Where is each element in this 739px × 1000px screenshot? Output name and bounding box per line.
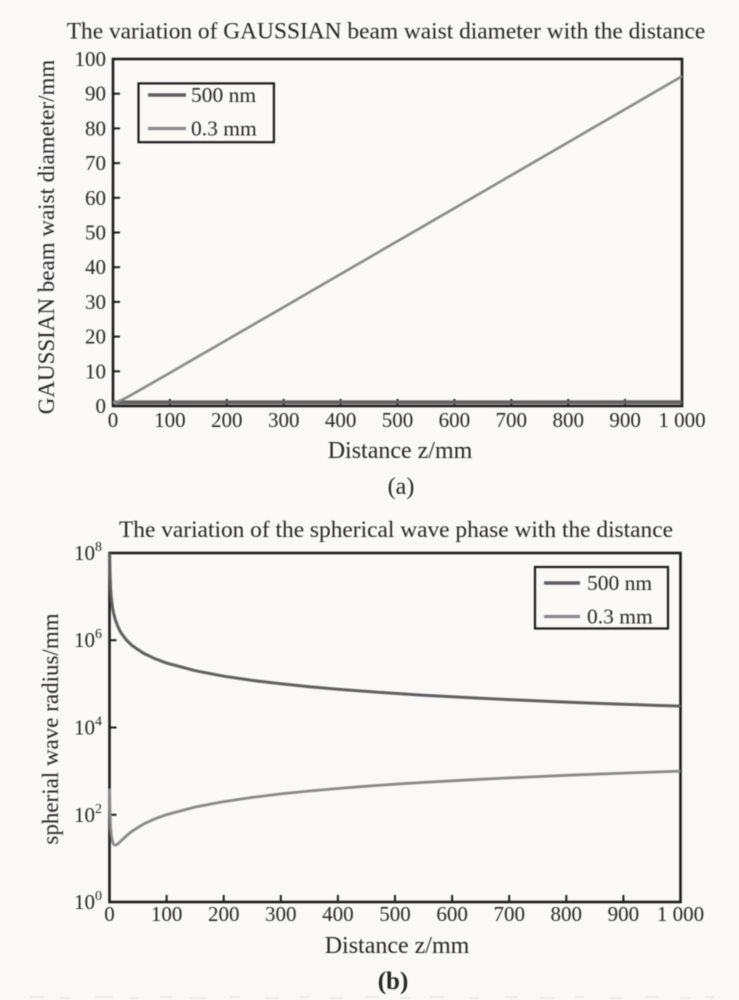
svg-text:102: 102: [74, 802, 102, 827]
svg-text:300: 300: [268, 408, 300, 432]
svg-text:(b): (b): [378, 968, 409, 995]
svg-text:500: 500: [382, 408, 414, 432]
svg-text:0: 0: [96, 394, 107, 418]
svg-text:100: 100: [151, 902, 183, 926]
svg-text:90: 90: [85, 82, 106, 106]
svg-text:Distance z/mm: Distance z/mm: [328, 438, 473, 464]
svg-text:200: 200: [208, 902, 240, 926]
svg-text:600: 600: [436, 902, 468, 926]
svg-text:GAUSSIAN beam waist diameter/m: GAUSSIAN beam waist diameter/mm: [34, 60, 59, 415]
svg-text:10: 10: [85, 359, 106, 383]
svg-text:200: 200: [211, 408, 243, 432]
svg-text:900: 900: [608, 902, 640, 926]
svg-text:40: 40: [85, 255, 106, 279]
svg-text:70: 70: [85, 151, 106, 175]
svg-text:300: 300: [265, 902, 297, 926]
svg-text:0.3 mm: 0.3 mm: [587, 605, 653, 629]
svg-text:100: 100: [75, 47, 107, 71]
svg-text:(a): (a): [388, 474, 415, 500]
svg-text:60: 60: [85, 186, 106, 210]
svg-text:Distance z/mm: Distance z/mm: [325, 933, 470, 959]
svg-text:20: 20: [85, 325, 106, 349]
svg-text:50: 50: [85, 221, 106, 245]
svg-text:500 nm: 500 nm: [587, 571, 652, 595]
svg-text:500: 500: [379, 902, 411, 926]
svg-text:0: 0: [108, 408, 119, 432]
svg-text:1 000: 1 000: [657, 902, 704, 926]
svg-text:0.3 mm: 0.3 mm: [191, 117, 257, 141]
svg-text:1 000: 1 000: [658, 408, 705, 432]
svg-text:400: 400: [322, 902, 354, 926]
svg-text:400: 400: [325, 408, 357, 432]
svg-text:The variation of the spherical: The variation of the spherical wave phas…: [119, 517, 673, 543]
svg-text:30: 30: [85, 290, 106, 314]
svg-text:600: 600: [439, 408, 471, 432]
svg-text:700: 700: [493, 902, 525, 926]
svg-text:The variation of GAUSSIAN beam: The variation of GAUSSIAN beam waist dia…: [67, 19, 706, 45]
svg-text:80: 80: [85, 116, 106, 140]
svg-text:0: 0: [104, 902, 115, 926]
svg-text:500 nm: 500 nm: [191, 83, 256, 107]
svg-text:100: 100: [154, 408, 186, 432]
svg-text:900: 900: [609, 408, 641, 432]
svg-text:700: 700: [496, 408, 528, 432]
svg-text:spherial wave radius/mm: spherial wave radius/mm: [38, 613, 63, 844]
svg-text:800: 800: [551, 902, 583, 926]
svg-text:800: 800: [552, 408, 584, 432]
